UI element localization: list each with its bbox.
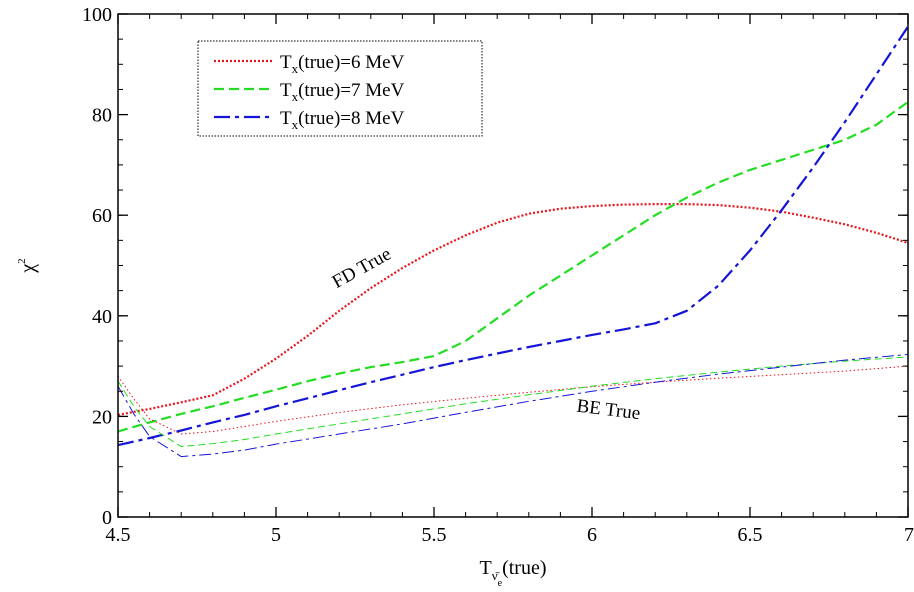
x-axis-title-subsub: e [498, 578, 503, 589]
x-axis-title-sub: ν̄ [492, 568, 500, 583]
annotation-fd-true: FD True [329, 244, 395, 293]
x-axis-title-suffix: (true) [502, 557, 546, 579]
x-tick-label: 5.5 [422, 524, 447, 546]
series-line-5 [118, 356, 908, 448]
series-layer [118, 25, 908, 458]
y-axis-title-sup: 2 [16, 258, 28, 264]
y-tick-label: 20 [92, 406, 112, 428]
x-tick-label: 5 [271, 524, 281, 546]
legend-label: Tx(true)=7 MeV [280, 80, 405, 104]
x-tick-label: 6.5 [738, 524, 763, 546]
ticks-layer: 4.5 5 5.5 6 6.5 7 0 20 40 60 80 100 [82, 4, 914, 546]
y-tick-label: 0 [102, 507, 112, 529]
y-tick-label: 60 [92, 205, 112, 227]
series-line-6 [118, 354, 908, 458]
series-line-4 [118, 365, 908, 435]
x-axis-title: Tν̄e(true) [480, 557, 547, 589]
y-tick-label: 80 [92, 105, 112, 127]
annotation-be-true: BE True [575, 396, 641, 425]
x-tick-label: 7 [904, 524, 914, 546]
legend-label: Tx(true)=8 MeV [280, 108, 405, 132]
x-tick-label: 4.5 [106, 524, 131, 546]
legend: Tx(true)=6 MeV Tx(true)=7 MeV Tx(true)=8 M… [197, 40, 483, 137]
series-line-3 [118, 25, 908, 447]
x-tick-label: 6 [587, 524, 597, 546]
series-line-1 [118, 203, 908, 416]
y-tick-label: 100 [82, 4, 112, 26]
y-tick-label: 40 [92, 306, 112, 328]
y-axis-title: χ2 [16, 258, 39, 273]
legend-label: Tx(true)=6 MeV [280, 52, 405, 76]
legend-box [197, 40, 483, 137]
y-axis-title-main: χ [17, 264, 39, 274]
series-line-2 [118, 101, 908, 433]
x-axis-title-main: T [480, 557, 492, 579]
